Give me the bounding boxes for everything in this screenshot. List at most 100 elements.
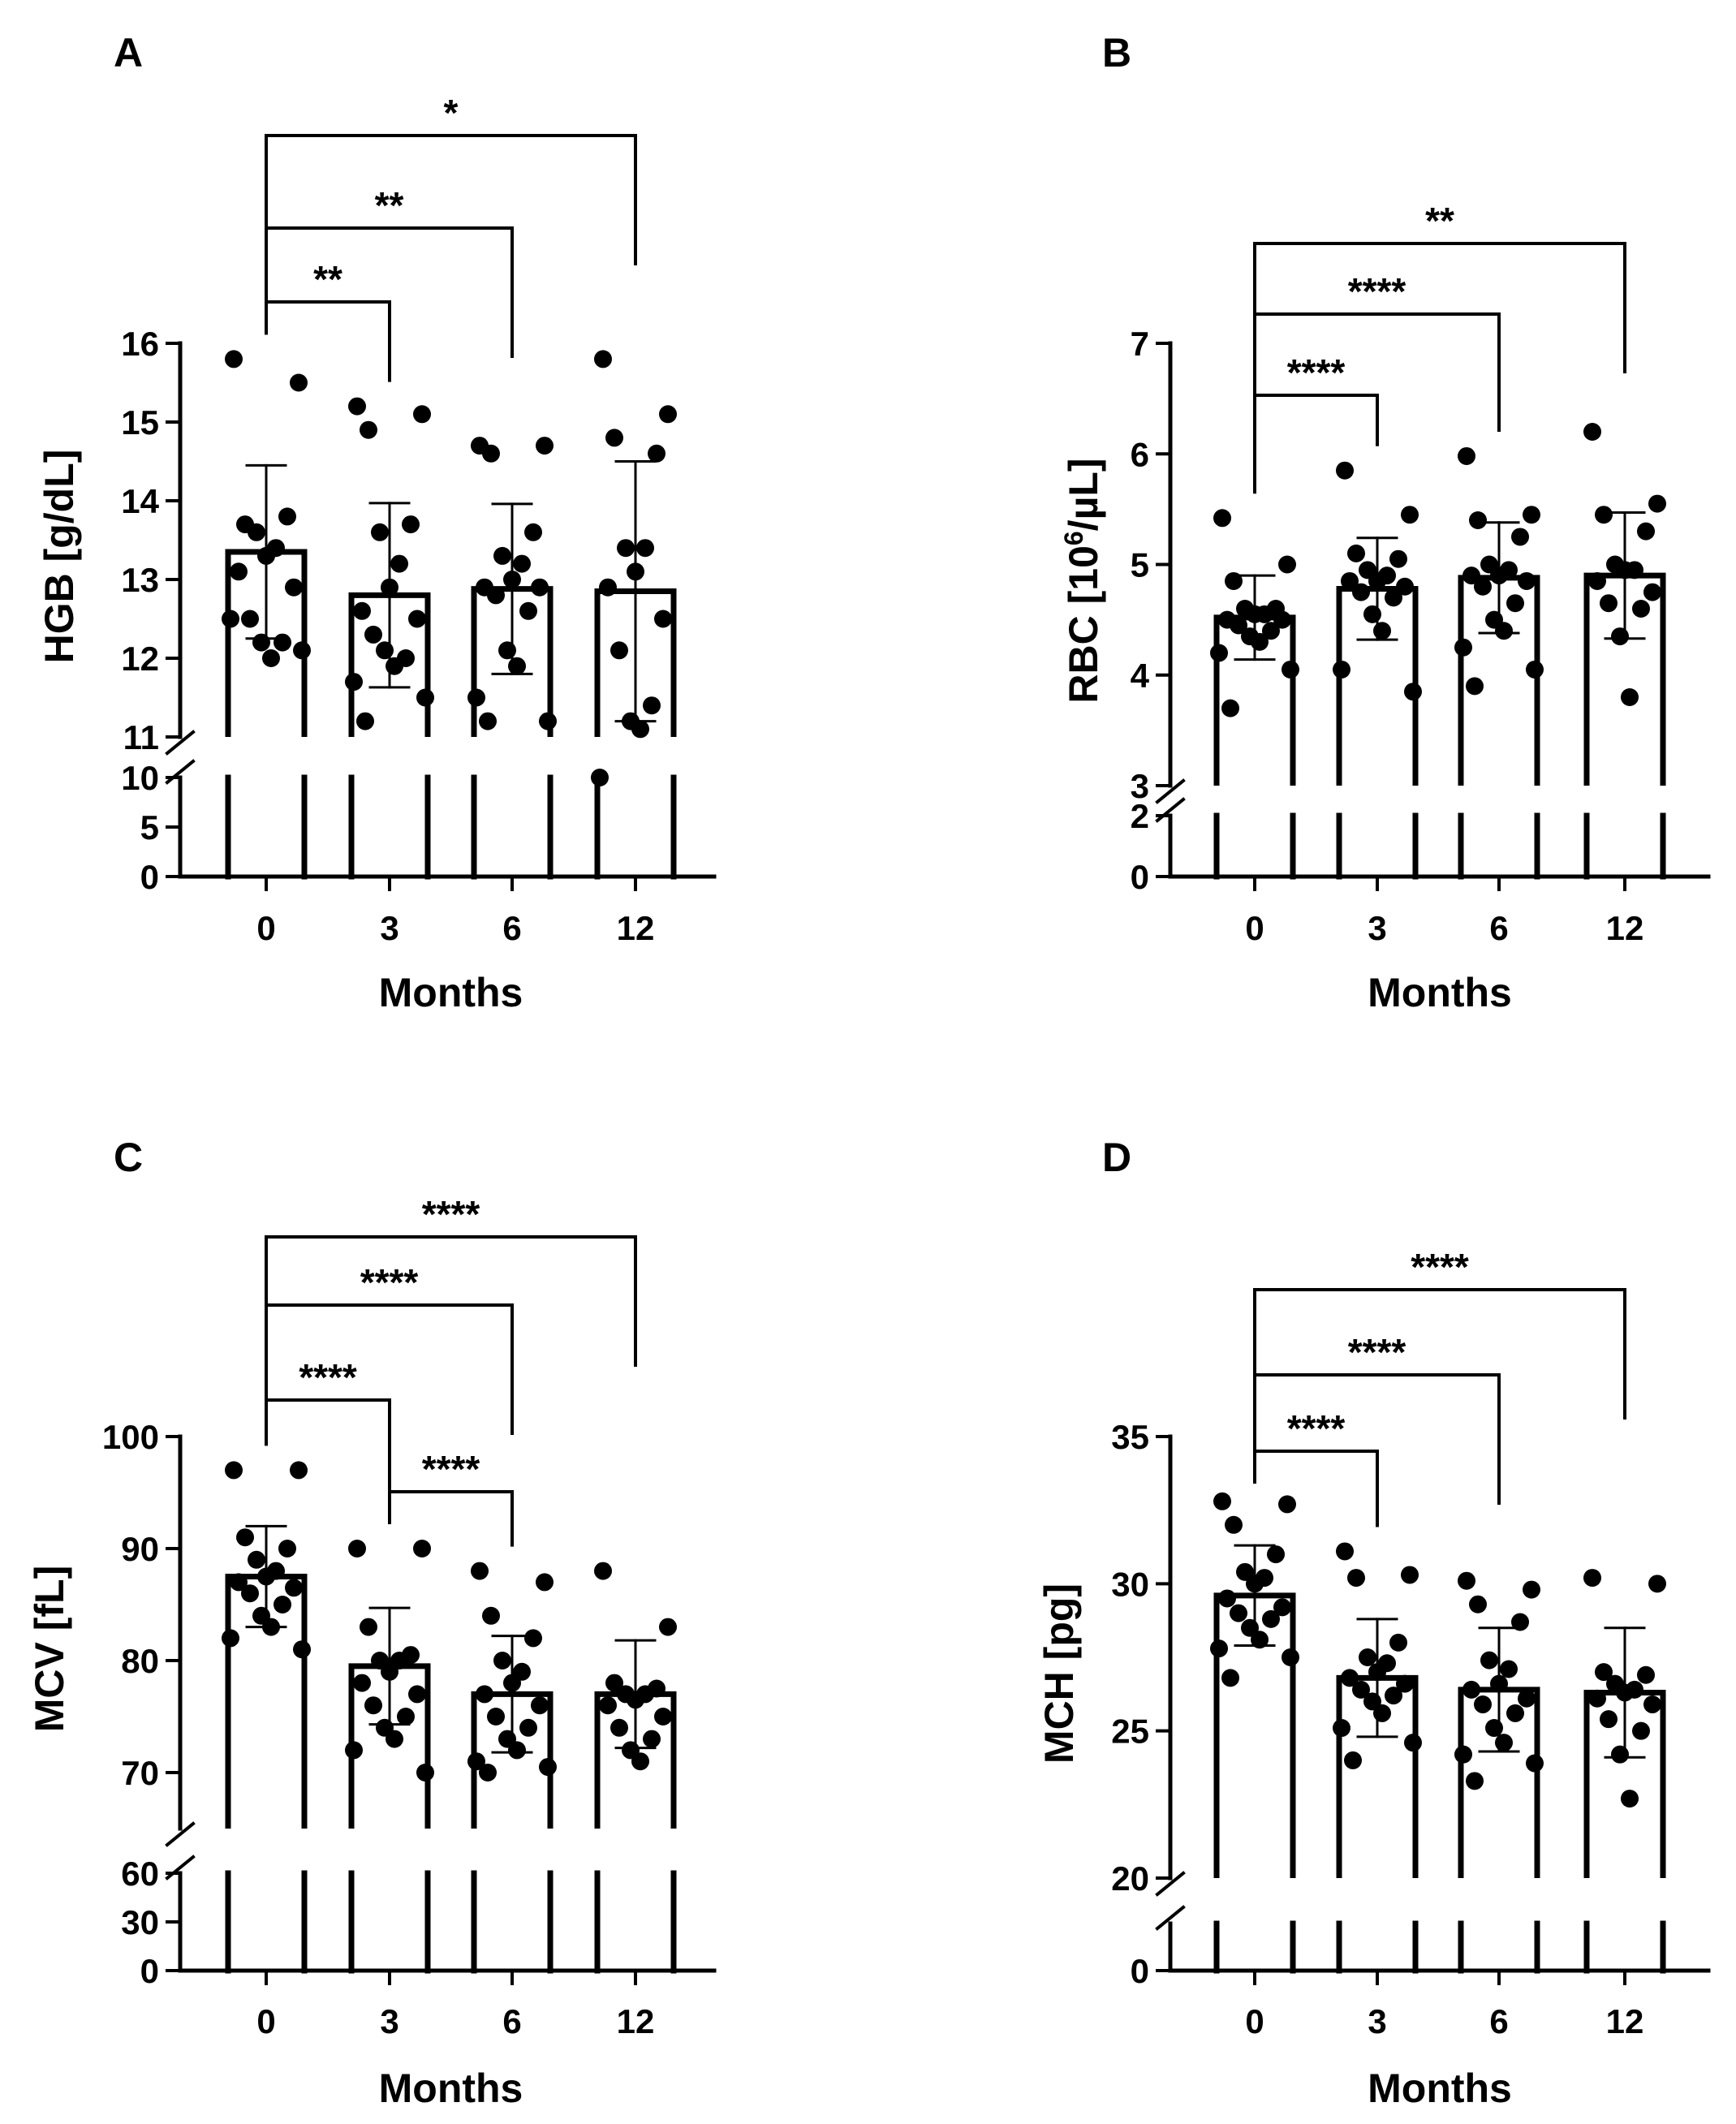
data-point [1389, 1633, 1407, 1652]
data-point [539, 712, 557, 730]
data-point [1611, 1745, 1629, 1764]
data-point [353, 601, 371, 620]
data-point [1404, 1734, 1422, 1752]
data-point [1359, 1648, 1376, 1666]
data-point [539, 1758, 557, 1777]
data-point [1262, 622, 1280, 640]
significance-label: **** [422, 1448, 480, 1490]
y-tick-label: 60 [121, 1855, 159, 1893]
data-point [1333, 660, 1350, 679]
bracket-line [265, 134, 637, 265]
data-point [605, 1674, 623, 1692]
x-tick-label: 0 [256, 2002, 275, 2040]
data-point [248, 1550, 265, 1569]
y-tick-label: 70 [121, 1754, 159, 1792]
data-point [241, 610, 259, 628]
data-point [1347, 1569, 1365, 1588]
data-point [1333, 1719, 1350, 1738]
data-point [1518, 1689, 1536, 1708]
y-tick-label: 4 [1131, 657, 1150, 695]
x-tick-label: 3 [380, 909, 398, 947]
data-point [1341, 1669, 1359, 1687]
data-point [536, 437, 554, 455]
x-tick-label: 3 [380, 2002, 398, 2040]
data-point [1282, 1648, 1299, 1666]
y-tick-label: 16 [121, 325, 159, 363]
y-tick-label: 0 [1131, 1952, 1149, 1990]
data-point [1251, 1631, 1269, 1649]
data-point [225, 350, 243, 368]
data-point [1600, 594, 1618, 613]
y-tick-label: 6 [1131, 435, 1149, 473]
data-point [519, 601, 537, 620]
data-point [610, 1718, 628, 1737]
significance-label: **** [1348, 270, 1406, 312]
data-point [599, 1696, 617, 1715]
data-point [1389, 549, 1407, 568]
axis-break-mark [1155, 778, 1186, 804]
y-axis-title-superscript: 6 [1059, 531, 1088, 545]
x-tick-label: 12 [1606, 909, 1644, 947]
data-point [654, 1708, 672, 1725]
significance-bracket: **** [1253, 351, 1379, 494]
data-point [1526, 660, 1544, 679]
data-point [536, 1573, 554, 1592]
y-tick-label: 35 [1111, 1418, 1149, 1456]
data-point [1616, 561, 1634, 579]
data-point [285, 578, 303, 597]
x-axis-title: Months [379, 970, 523, 1015]
data-point [262, 649, 280, 667]
data-point [493, 1652, 511, 1669]
data-point [503, 571, 521, 588]
bracket-line [388, 1490, 514, 1547]
data-point [402, 515, 420, 534]
data-point [531, 1696, 549, 1715]
data-point [493, 546, 511, 565]
data-point [1221, 699, 1239, 717]
data-point [1458, 1571, 1475, 1590]
x-axis-title: Months [1368, 970, 1512, 1015]
data-point [1462, 1680, 1480, 1699]
data-point [599, 578, 617, 597]
data-point [643, 1730, 661, 1748]
significance-bracket: * [265, 92, 637, 265]
data-point [1396, 577, 1414, 596]
data-point [345, 673, 363, 691]
data-point [386, 1730, 403, 1748]
data-point [631, 1752, 649, 1771]
data-point [285, 1579, 303, 1597]
y-tick-label: 11 [123, 718, 159, 756]
significance-label: **** [360, 1261, 419, 1303]
data-point [364, 1696, 382, 1715]
data-point [1273, 610, 1291, 629]
data-point [1401, 1566, 1419, 1584]
bracket-line [1253, 1288, 1626, 1420]
data-point [248, 523, 265, 541]
data-point [591, 769, 609, 786]
data-point [1474, 1695, 1492, 1714]
significance-bracket: ** [1253, 200, 1626, 373]
data-point [482, 444, 500, 463]
data-point [1373, 1704, 1391, 1722]
data-point [1469, 1595, 1487, 1613]
x-tick-label: 12 [617, 909, 655, 947]
y-tick-label: 25 [1111, 1713, 1149, 1751]
data-point [345, 1741, 363, 1760]
data-point [471, 1562, 489, 1580]
data-point [274, 633, 291, 652]
data-point [1511, 528, 1529, 546]
bracket-line [1253, 242, 1626, 373]
data-point [1466, 677, 1484, 696]
data-point [487, 586, 505, 605]
data-point [524, 1629, 542, 1648]
y-axis-title: HGB [g/dL] [37, 450, 82, 664]
data-point [257, 1567, 275, 1586]
data-point [1267, 1545, 1285, 1564]
significance-label: **** [299, 1356, 357, 1398]
panel-letter: A [114, 30, 143, 75]
data-point [408, 1685, 426, 1704]
data-point [252, 633, 270, 652]
data-point [1213, 1492, 1231, 1510]
data-point [1213, 509, 1231, 528]
